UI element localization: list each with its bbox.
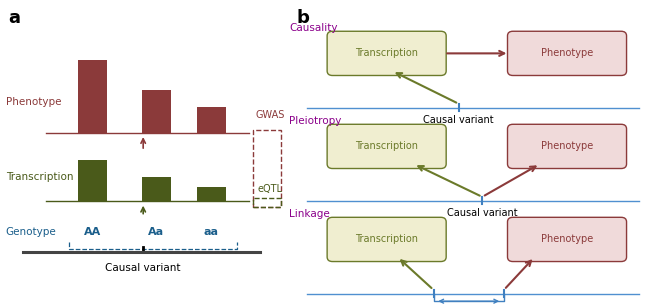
Text: Phenotype: Phenotype: [541, 142, 593, 151]
FancyBboxPatch shape: [327, 124, 446, 168]
Text: Transcription: Transcription: [355, 235, 418, 244]
Text: Phenotype: Phenotype: [541, 235, 593, 244]
Text: eQTL: eQTL: [258, 184, 283, 194]
FancyBboxPatch shape: [327, 217, 446, 261]
Bar: [197, 187, 226, 201]
FancyBboxPatch shape: [508, 124, 627, 168]
Text: Aa: Aa: [148, 227, 164, 237]
Text: Transcription: Transcription: [355, 142, 418, 151]
Text: Causality: Causality: [289, 23, 338, 33]
Text: Transcription: Transcription: [355, 48, 418, 58]
Text: Causal variant: Causal variant: [424, 115, 494, 125]
Text: GWAS: GWAS: [255, 110, 285, 120]
FancyBboxPatch shape: [327, 31, 446, 76]
Text: AA: AA: [84, 227, 101, 237]
Text: Genotype: Genotype: [6, 227, 57, 237]
Bar: [142, 177, 171, 201]
Bar: [78, 60, 107, 133]
FancyBboxPatch shape: [508, 217, 627, 261]
FancyBboxPatch shape: [508, 31, 627, 76]
Bar: [197, 107, 226, 133]
Text: Phenotype: Phenotype: [6, 97, 61, 107]
Text: Causal variant: Causal variant: [105, 263, 181, 273]
Text: a: a: [8, 9, 21, 27]
Text: b: b: [296, 9, 309, 27]
Text: Phenotype: Phenotype: [541, 48, 593, 58]
Bar: [78, 160, 107, 201]
Bar: [142, 90, 171, 133]
Text: Linkage: Linkage: [289, 209, 330, 219]
Text: Transcription: Transcription: [6, 172, 73, 182]
Text: Causal variant: Causal variant: [447, 208, 517, 218]
Text: aa: aa: [203, 227, 218, 237]
Text: Pleiotropy: Pleiotropy: [289, 116, 342, 126]
